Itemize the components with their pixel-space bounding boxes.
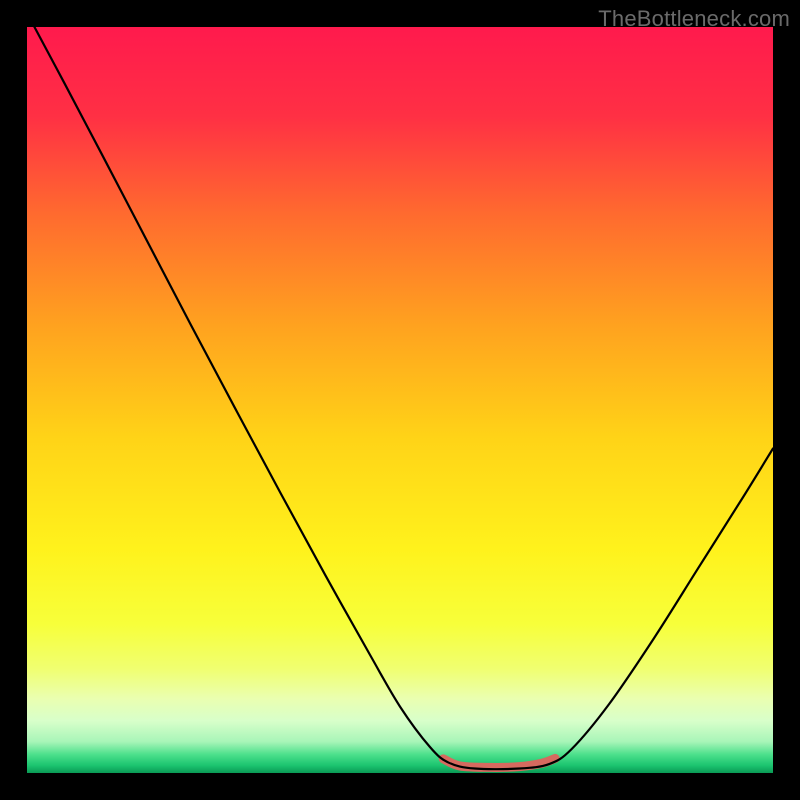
bottleneck-chart: TheBottleneck.com — [0, 0, 800, 800]
plot-background-gradient — [27, 27, 773, 773]
chart-svg — [0, 0, 800, 800]
watermark-text: TheBottleneck.com — [598, 6, 790, 32]
